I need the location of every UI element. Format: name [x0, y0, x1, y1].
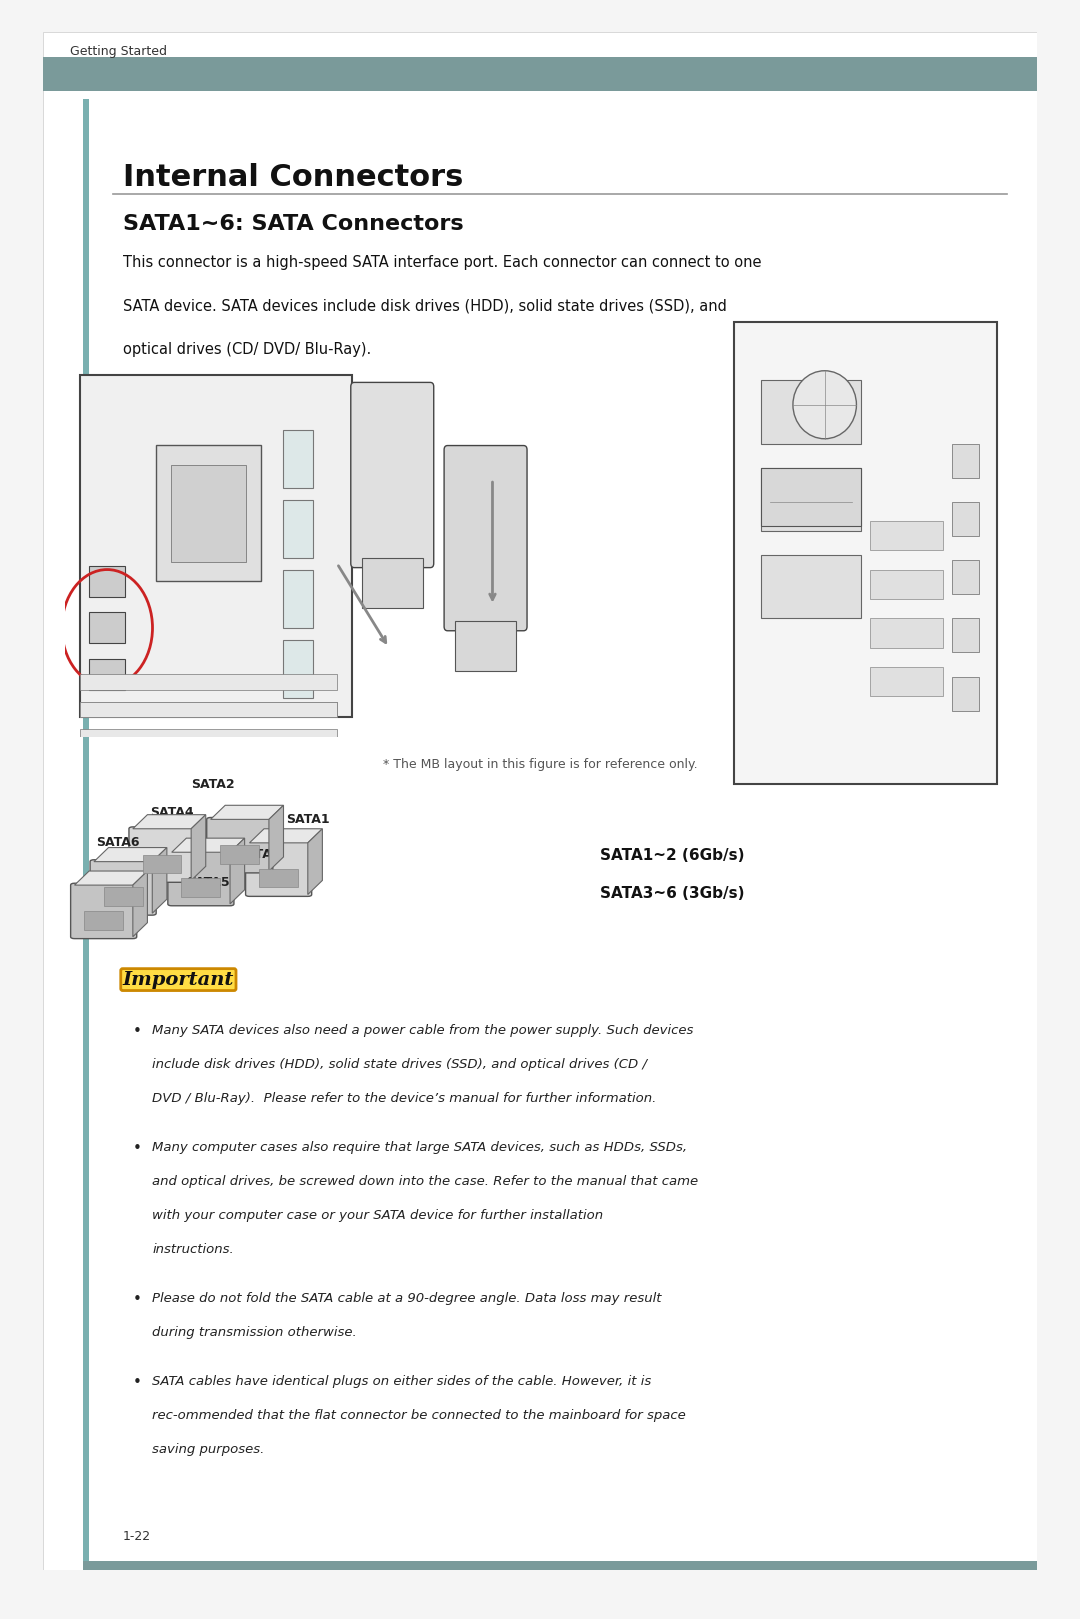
Bar: [870, 570, 943, 599]
Bar: [362, 559, 422, 607]
Bar: [80, 701, 337, 717]
Text: Getting Started: Getting Started: [70, 45, 167, 58]
Text: instructions.: instructions.: [152, 1243, 234, 1256]
Bar: [761, 468, 861, 526]
Bar: [83, 1561, 1037, 1570]
Bar: [80, 675, 337, 690]
Text: SATA6: SATA6: [96, 837, 140, 850]
FancyBboxPatch shape: [444, 445, 527, 631]
Bar: [283, 500, 313, 559]
Bar: [104, 887, 143, 907]
Text: * The MB layout in this figure is for reference only.: * The MB layout in this figure is for re…: [382, 758, 698, 771]
Text: SATA2: SATA2: [191, 777, 234, 790]
Text: with your computer case or your SATA device for further installation: with your computer case or your SATA dev…: [152, 1209, 604, 1222]
Text: SATA device. SATA devices include disk drives (HDD), solid state drives (SSD), a: SATA device. SATA devices include disk d…: [123, 298, 727, 314]
Text: Many computer cases also require that large SATA devices, such as HDDs, SSDs,: Many computer cases also require that la…: [152, 1141, 688, 1154]
Text: SATA3~6 (3Gb/s): SATA3~6 (3Gb/s): [599, 886, 744, 902]
Circle shape: [793, 371, 856, 439]
FancyBboxPatch shape: [129, 827, 195, 882]
Bar: [89, 612, 125, 643]
Bar: [455, 622, 516, 670]
Polygon shape: [191, 814, 205, 881]
Bar: [181, 877, 220, 897]
Text: optical drives (CD/ DVD/ Blu-Ray).: optical drives (CD/ DVD/ Blu-Ray).: [123, 342, 370, 356]
Text: This connector is a high-speed SATA interface port. Each connector can connect t: This connector is a high-speed SATA inte…: [123, 256, 761, 270]
Polygon shape: [211, 805, 283, 819]
Bar: [870, 521, 943, 550]
Polygon shape: [249, 829, 322, 843]
Bar: [84, 911, 123, 929]
Text: SATA1: SATA1: [286, 813, 329, 826]
Bar: [171, 465, 246, 562]
Bar: [870, 618, 943, 648]
Bar: [951, 560, 978, 594]
FancyBboxPatch shape: [351, 382, 434, 568]
Polygon shape: [152, 848, 166, 913]
Bar: [220, 845, 259, 865]
Text: SATA5: SATA5: [187, 876, 230, 889]
Text: 1-22: 1-22: [123, 1530, 151, 1543]
Bar: [156, 445, 261, 581]
Bar: [283, 640, 313, 698]
Text: and optical drives, be screwed down into the case. Refer to the manual that came: and optical drives, be screwed down into…: [152, 1175, 699, 1188]
Text: •: •: [133, 1025, 141, 1039]
Bar: [951, 502, 978, 536]
Text: •: •: [133, 1375, 141, 1391]
Polygon shape: [133, 814, 205, 829]
Bar: [761, 555, 861, 618]
Bar: [259, 869, 298, 887]
Text: SATA1~2 (6Gb/s): SATA1~2 (6Gb/s): [599, 848, 744, 863]
Text: Important: Important: [123, 970, 234, 989]
FancyBboxPatch shape: [167, 850, 234, 905]
Text: Many SATA devices also need a power cable from the power supply. Such devices: Many SATA devices also need a power cabl…: [152, 1025, 693, 1038]
Bar: [80, 701, 337, 717]
Bar: [80, 376, 352, 717]
Text: Please do not fold the SATA cable at a 90-degree angle. Data loss may result: Please do not fold the SATA cable at a 9…: [152, 1292, 662, 1305]
Bar: [43, 57, 1037, 91]
Text: SATA4: SATA4: [150, 806, 193, 819]
Bar: [83, 99, 89, 1570]
FancyBboxPatch shape: [70, 884, 137, 939]
Bar: [951, 677, 978, 711]
Polygon shape: [172, 839, 244, 852]
Bar: [870, 667, 943, 696]
Text: SATA cables have identical plugs on either sides of the cable. However, it is: SATA cables have identical plugs on eith…: [152, 1375, 651, 1387]
Text: saving purposes.: saving purposes.: [152, 1443, 265, 1455]
Text: include disk drives (HDD), solid state drives (SSD), and optical drives (CD /: include disk drives (HDD), solid state d…: [152, 1059, 648, 1072]
Bar: [761, 380, 861, 444]
Polygon shape: [269, 805, 283, 871]
Bar: [80, 729, 337, 745]
Polygon shape: [230, 839, 244, 903]
Polygon shape: [133, 871, 147, 937]
Bar: [283, 570, 313, 628]
Text: DVD / Blu-Ray).  Please refer to the device’s manual for further information.: DVD / Blu-Ray). Please refer to the devi…: [152, 1093, 657, 1106]
FancyBboxPatch shape: [245, 840, 312, 897]
Bar: [89, 565, 125, 597]
Bar: [143, 855, 181, 873]
Polygon shape: [308, 829, 322, 894]
Text: •: •: [133, 1141, 141, 1156]
Bar: [89, 659, 125, 690]
Bar: [761, 468, 861, 531]
Text: during transmission otherwise.: during transmission otherwise.: [152, 1326, 357, 1339]
Bar: [283, 429, 313, 487]
Polygon shape: [75, 871, 147, 886]
Text: rec-ommended that the flat connector be connected to the mainboard for space: rec-ommended that the flat connector be …: [152, 1409, 686, 1421]
Text: •: •: [133, 1292, 141, 1307]
Polygon shape: [94, 848, 166, 861]
Text: SATA1~6: SATA Connectors: SATA1~6: SATA Connectors: [123, 214, 463, 233]
Bar: [951, 618, 978, 652]
FancyBboxPatch shape: [90, 860, 157, 915]
Bar: [734, 322, 997, 784]
Text: SATA3: SATA3: [238, 848, 281, 861]
FancyBboxPatch shape: [206, 818, 273, 873]
Text: Internal Connectors: Internal Connectors: [123, 164, 463, 193]
Bar: [951, 444, 978, 478]
